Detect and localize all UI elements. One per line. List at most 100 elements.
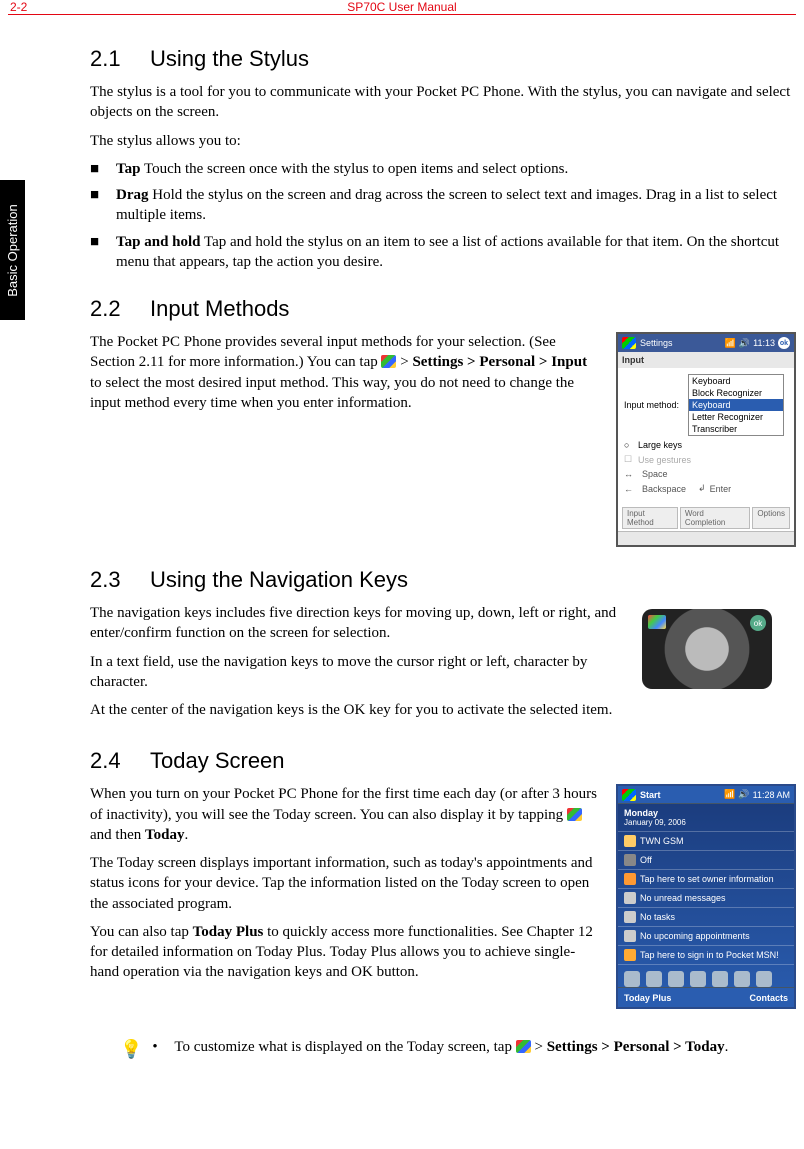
tip-text: To customize what is displayed on the To…: [174, 1039, 728, 1056]
tray-icon: [756, 971, 772, 987]
side-tab: Basic Operation: [0, 180, 25, 320]
body-text: The navigation keys includes five direct…: [90, 603, 628, 644]
lightbulb-icon: 💡: [120, 1039, 142, 1060]
section-title: Using the Stylus: [150, 46, 309, 71]
tray-icon: [646, 971, 662, 987]
today-line: No unread messages: [640, 893, 726, 903]
screenshot-today-screen: Start 📶🔊11:28 AM Monday January 09, 2006…: [616, 784, 796, 1009]
body-text: The Today screen displays important info…: [90, 853, 602, 914]
mail-icon: [624, 892, 636, 904]
text: To customize what is displayed on the To…: [174, 1039, 515, 1055]
msn-icon: [624, 949, 636, 961]
select-option: Keyboard: [689, 375, 783, 387]
section-2-4-heading: 2.4Today Screen: [90, 748, 796, 774]
section-2-1-heading: 2.1Using the Stylus: [90, 46, 796, 72]
label: Backspace: [642, 484, 686, 494]
select-option-selected: Keyboard: [689, 399, 783, 411]
tray-icon: [624, 971, 640, 987]
section-2-2-heading: 2.2Input Methods: [90, 296, 796, 322]
start-icon: [567, 808, 582, 821]
input-method-select: Keyboard Block Recognizer Keyboard Lette…: [688, 374, 784, 436]
softkey-right: Contacts: [749, 993, 788, 1003]
bullet-icon: ■: [90, 185, 116, 226]
term: Tap: [116, 161, 140, 177]
ok-icon: ok: [778, 337, 790, 349]
list-item: ■ Drag Hold the stylus on the screen and…: [90, 185, 796, 226]
section-number: 2.4: [90, 748, 150, 774]
term-desc: Hold the stylus on the screen and drag a…: [116, 187, 777, 223]
tray-icon: [668, 971, 684, 987]
bottom-tab: Word Completion: [680, 507, 751, 529]
section-title: Using the Navigation Keys: [150, 567, 408, 592]
softkey-left: Today Plus: [624, 993, 671, 1003]
section-number: 2.3: [90, 567, 150, 593]
text: >: [531, 1039, 547, 1055]
label: Input method:: [624, 400, 684, 410]
today-line: No upcoming appointments: [640, 931, 750, 941]
section-number: 2.1: [90, 46, 150, 72]
start-icon: [381, 355, 396, 368]
today-line: Tap here to set owner information: [640, 874, 774, 884]
tray-icon: [712, 971, 728, 987]
tip-note: 💡 • To customize what is displayed on th…: [120, 1039, 796, 1060]
body-text: When you turn on your Pocket PC Phone fo…: [90, 784, 602, 845]
screenshot-input-settings: Settings 📶🔊11:13ok Input Input method: K…: [616, 332, 796, 547]
carrier-icon: [624, 835, 636, 847]
screenshot-navigation-keys: [642, 609, 772, 689]
checkbox-label: Use gestures: [638, 455, 691, 465]
body-text: In a text field, use the navigation keys…: [90, 652, 628, 693]
bold-text: Today Plus: [193, 924, 264, 940]
tray-icon: [734, 971, 750, 987]
term: Drag: [116, 187, 149, 203]
today-line: Off: [640, 855, 652, 865]
body-text: At the center of the navigation keys is …: [90, 700, 628, 720]
header-rule: [8, 14, 796, 15]
body-text: The stylus is a tool for you to communic…: [90, 82, 796, 123]
today-line: TWN GSM: [640, 836, 684, 846]
speaker-icon: 🔊: [739, 338, 750, 349]
start-icon: [622, 337, 636, 349]
text: >: [396, 354, 412, 370]
bold-text: Today: [145, 827, 184, 843]
body-text: The Pocket PC Phone provides several inp…: [90, 332, 602, 413]
text: You can also tap: [90, 924, 193, 940]
text: and then: [90, 827, 145, 843]
speaker-icon: 🔊: [738, 789, 749, 800]
text: .: [184, 827, 188, 843]
tray-icon: [690, 971, 706, 987]
clock-text: 11:13: [753, 338, 775, 348]
select-option: Block Recognizer: [689, 387, 783, 399]
term-desc: Touch the screen once with the stylus to…: [140, 161, 568, 177]
term: Tap and hold: [116, 234, 201, 250]
bottom-tab: Options: [752, 507, 790, 529]
start-icon: [516, 1040, 531, 1053]
text: to select the most desired input method.…: [90, 375, 574, 411]
tab-label: Input: [622, 355, 644, 365]
radio-label: Large keys: [638, 440, 682, 450]
clock-text: 11:28 AM: [753, 790, 790, 800]
bullet-dot: •: [152, 1039, 164, 1056]
term-desc: Tap and hold the stylus on an item to se…: [116, 234, 779, 270]
bottom-tab: Input Method: [622, 507, 678, 529]
section-title: Input Methods: [150, 296, 289, 321]
section-2-3-heading: 2.3Using the Navigation Keys: [90, 567, 796, 593]
select-option: Transcriber: [689, 423, 783, 435]
calendar-icon: [624, 930, 636, 942]
start-label: Start: [640, 790, 661, 800]
signal-icon: 📶: [725, 338, 736, 349]
owner-icon: [624, 873, 636, 885]
section-title: Today Screen: [150, 748, 285, 773]
body-text: The stylus allows you to:: [90, 131, 796, 151]
text: .: [725, 1039, 729, 1055]
day-label: Monday: [624, 808, 788, 818]
side-tab-label: Basic Operation: [5, 204, 20, 297]
bold-path: Settings > Personal > Input: [412, 354, 587, 370]
window-title: Settings: [640, 338, 673, 348]
bullet-icon: ■: [90, 232, 116, 273]
text: When you turn on your Pocket PC Phone fo…: [90, 786, 597, 822]
signal-icon: 📶: [724, 789, 735, 800]
today-line: No tasks: [640, 912, 675, 922]
section-number: 2.2: [90, 296, 150, 322]
today-line: Tap here to sign in to Pocket MSN!: [640, 950, 779, 960]
bold-path: Settings > Personal > Today: [547, 1039, 725, 1055]
